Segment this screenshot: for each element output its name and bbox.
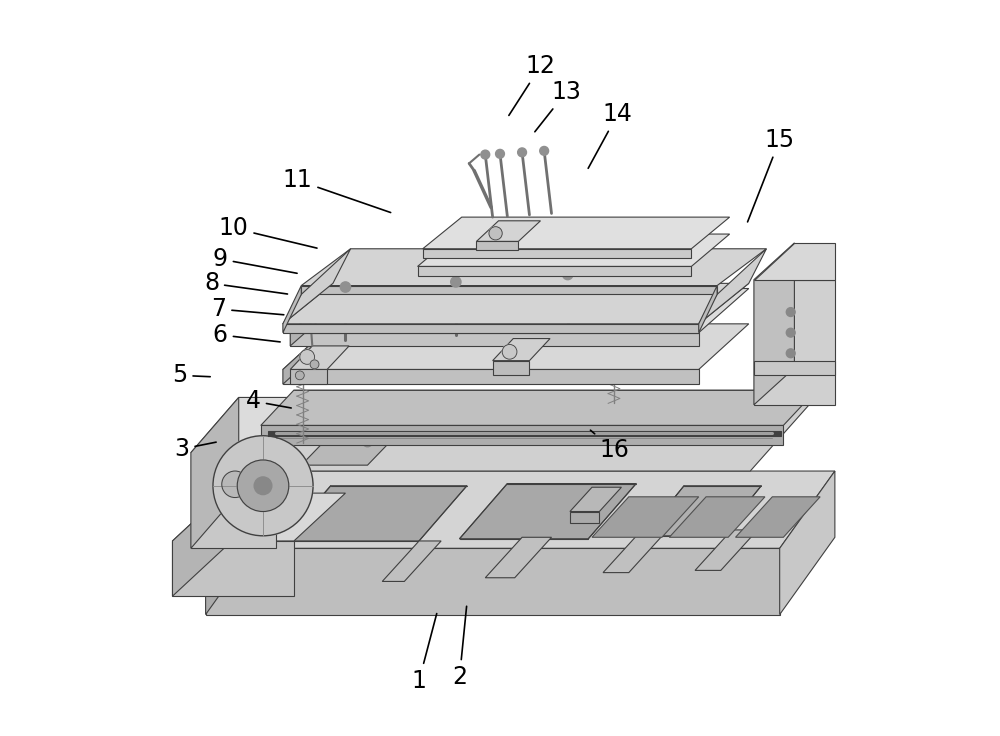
Circle shape	[786, 328, 795, 337]
Polygon shape	[423, 217, 730, 249]
Polygon shape	[290, 289, 340, 346]
Polygon shape	[382, 541, 441, 581]
Polygon shape	[172, 541, 294, 596]
Text: 9: 9	[213, 247, 297, 273]
Polygon shape	[191, 397, 323, 453]
Text: 4: 4	[246, 389, 291, 413]
Circle shape	[310, 360, 319, 369]
Polygon shape	[283, 369, 699, 384]
Polygon shape	[261, 405, 809, 471]
Polygon shape	[754, 243, 835, 280]
Polygon shape	[283, 486, 467, 541]
Polygon shape	[476, 241, 518, 250]
Text: 11: 11	[283, 169, 391, 213]
Polygon shape	[423, 249, 691, 258]
Polygon shape	[268, 431, 781, 436]
Circle shape	[510, 422, 520, 432]
Circle shape	[295, 371, 304, 380]
Polygon shape	[570, 487, 621, 512]
Polygon shape	[418, 266, 691, 276]
Text: 13: 13	[535, 80, 581, 132]
Polygon shape	[695, 530, 758, 570]
Circle shape	[563, 269, 573, 280]
Polygon shape	[418, 234, 730, 266]
Circle shape	[518, 148, 526, 157]
Circle shape	[489, 227, 502, 240]
Polygon shape	[283, 324, 699, 333]
Polygon shape	[290, 369, 327, 384]
Circle shape	[502, 344, 517, 359]
Text: 14: 14	[588, 102, 633, 169]
Circle shape	[254, 477, 272, 495]
Text: 12: 12	[509, 54, 555, 116]
Polygon shape	[754, 243, 794, 405]
Circle shape	[451, 277, 461, 287]
Polygon shape	[493, 361, 529, 375]
Polygon shape	[290, 333, 699, 346]
Text: 5: 5	[172, 364, 210, 387]
Polygon shape	[754, 280, 835, 405]
Circle shape	[222, 471, 248, 498]
Polygon shape	[172, 493, 345, 541]
Polygon shape	[283, 283, 749, 324]
Polygon shape	[283, 324, 749, 369]
Polygon shape	[301, 423, 408, 465]
Polygon shape	[206, 471, 261, 615]
Polygon shape	[699, 286, 717, 333]
Polygon shape	[191, 453, 276, 548]
Polygon shape	[191, 397, 239, 548]
Text: 1: 1	[412, 614, 437, 693]
Circle shape	[300, 350, 315, 364]
Polygon shape	[485, 537, 552, 578]
Text: 10: 10	[219, 216, 317, 248]
Polygon shape	[261, 425, 783, 445]
Polygon shape	[570, 512, 599, 523]
Polygon shape	[261, 390, 816, 425]
Circle shape	[237, 460, 289, 512]
Circle shape	[583, 416, 593, 426]
Polygon shape	[476, 221, 540, 241]
Circle shape	[362, 436, 373, 447]
Polygon shape	[699, 249, 766, 324]
Circle shape	[399, 433, 409, 443]
Polygon shape	[283, 249, 351, 324]
Polygon shape	[754, 361, 835, 375]
Text: 15: 15	[748, 128, 795, 222]
Polygon shape	[206, 471, 835, 548]
Polygon shape	[780, 471, 835, 615]
Circle shape	[786, 308, 795, 316]
Polygon shape	[644, 486, 761, 536]
Circle shape	[436, 429, 446, 439]
Polygon shape	[206, 548, 780, 615]
Polygon shape	[172, 493, 224, 596]
Polygon shape	[290, 346, 349, 369]
Circle shape	[340, 282, 351, 292]
Text: 6: 6	[213, 323, 280, 347]
Polygon shape	[493, 339, 550, 361]
Polygon shape	[669, 497, 765, 537]
Text: 3: 3	[175, 437, 216, 461]
Circle shape	[540, 146, 549, 155]
Polygon shape	[603, 532, 666, 573]
Circle shape	[496, 149, 504, 158]
Text: 8: 8	[204, 272, 287, 295]
Circle shape	[786, 349, 795, 358]
Polygon shape	[301, 286, 717, 294]
Polygon shape	[290, 289, 749, 333]
Polygon shape	[460, 484, 636, 539]
Circle shape	[213, 436, 313, 536]
Circle shape	[481, 150, 490, 159]
Polygon shape	[283, 286, 301, 333]
Polygon shape	[736, 497, 820, 537]
Polygon shape	[283, 324, 333, 384]
Circle shape	[473, 425, 483, 436]
Polygon shape	[301, 249, 766, 286]
Polygon shape	[592, 497, 699, 537]
Text: 16: 16	[590, 430, 629, 462]
Text: 2: 2	[452, 606, 467, 689]
Text: 7: 7	[211, 297, 284, 321]
Circle shape	[546, 418, 557, 428]
